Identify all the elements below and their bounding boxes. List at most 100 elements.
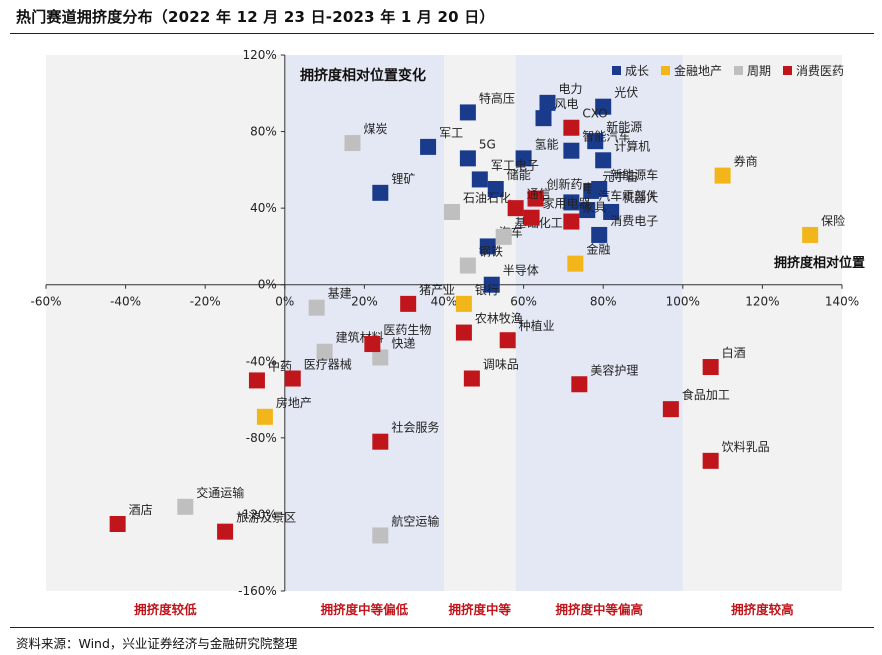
point-label: 电力 bbox=[558, 82, 582, 96]
point-label: 饮料乳品 bbox=[722, 440, 770, 454]
legend-swatch bbox=[612, 66, 621, 75]
point-label: 保险 bbox=[821, 213, 845, 228]
point-marker bbox=[539, 94, 556, 111]
point-marker bbox=[591, 181, 608, 197]
y-tick-label: -160% bbox=[238, 584, 277, 598]
point-label: 银行 bbox=[475, 283, 499, 297]
point-label: 元宇宙 bbox=[602, 169, 638, 184]
y-tick-label: 80% bbox=[250, 125, 277, 139]
point-label: 计算机 bbox=[614, 138, 650, 153]
point-marker bbox=[563, 194, 580, 211]
point-label: 中药 bbox=[268, 358, 292, 373]
point-marker bbox=[344, 135, 361, 152]
zone-band bbox=[444, 55, 516, 591]
point-marker bbox=[702, 359, 719, 376]
point-label: 猪产业 bbox=[419, 283, 455, 297]
x-tick-label: 40% bbox=[431, 295, 458, 309]
point-label: 创新药 bbox=[547, 177, 583, 192]
point-label: 房地产 bbox=[276, 395, 312, 410]
legend-swatch bbox=[734, 66, 743, 75]
point-marker bbox=[459, 104, 476, 121]
zone-label: 拥挤度较高 bbox=[731, 602, 794, 617]
point-marker bbox=[372, 527, 389, 544]
point-marker bbox=[563, 142, 580, 159]
legend-swatch bbox=[783, 66, 792, 75]
point-label: 消费电子 bbox=[610, 214, 658, 228]
source-rule bbox=[10, 627, 874, 628]
y-tick-label: -120% bbox=[238, 507, 277, 521]
point-marker bbox=[177, 498, 194, 515]
point-marker bbox=[527, 190, 544, 207]
y-tick-label: 40% bbox=[250, 201, 277, 215]
point-label: 基建 bbox=[328, 287, 352, 301]
point-label: 汽车零部件 bbox=[598, 188, 658, 203]
point-marker bbox=[499, 332, 516, 349]
point-marker bbox=[523, 209, 540, 226]
point-label: 氢能 bbox=[535, 136, 559, 151]
source-note: 资料来源：Wind，兴业证券经济与金融研究院整理 bbox=[16, 636, 298, 651]
point-marker bbox=[372, 349, 389, 366]
point-label: 新能源车 bbox=[610, 167, 658, 182]
zone-band bbox=[682, 55, 842, 591]
y-tick-label: -40% bbox=[246, 354, 277, 368]
point-label: 家具 bbox=[582, 200, 606, 215]
point-marker bbox=[459, 150, 476, 167]
page-title: 热门赛道拥挤度分布（2022 年 12 月 23 日-2023 年 1 月 20… bbox=[16, 8, 495, 26]
point-label: 医疗器械 bbox=[304, 357, 352, 372]
point-label: 新能源 bbox=[606, 119, 642, 134]
point-marker bbox=[662, 401, 679, 418]
point-marker bbox=[487, 181, 504, 197]
point-marker bbox=[495, 228, 512, 245]
point-label: 通信 bbox=[527, 187, 551, 201]
point-label: 石油石化 bbox=[463, 191, 511, 205]
point-label: 酒店 bbox=[129, 503, 153, 517]
point-marker bbox=[535, 110, 552, 127]
chart-title: 拥挤度相对位置变化 bbox=[300, 67, 426, 84]
point-marker bbox=[563, 119, 580, 136]
zone-label: 拥挤度较低 bbox=[134, 602, 197, 617]
point-marker bbox=[587, 133, 604, 150]
point-marker bbox=[714, 167, 731, 184]
crowding-scatter-chart: 拥挤度较低 拥挤度中等偏低 拥挤度中等 拥挤度中等偏高 拥挤度较高 -60% -40% -2… bbox=[30, 48, 865, 617]
point-marker bbox=[579, 202, 596, 219]
x-tick-label: 120% bbox=[745, 295, 779, 309]
point-label: 煤炭 bbox=[363, 122, 387, 136]
title-rule bbox=[10, 33, 874, 34]
axes: -60% -40% -20% 0% 20% 40% 60% 80% 100% 120% 140% -1… bbox=[30, 48, 859, 598]
legend-entry: 周期 bbox=[747, 64, 771, 78]
x-tick-label: 20% bbox=[351, 295, 378, 309]
point-marker bbox=[400, 295, 417, 312]
point-label: 食品加工 bbox=[682, 387, 730, 402]
zone-band bbox=[284, 55, 444, 591]
x-axis-label: 拥挤度相对位置 bbox=[774, 255, 865, 271]
legend-swatch bbox=[661, 66, 670, 75]
zone-label: 拥挤度中等 bbox=[449, 602, 512, 617]
x-tick-label: -60% bbox=[30, 295, 61, 309]
legend-entry: 成长 bbox=[625, 64, 649, 78]
point-label: 家用电器 bbox=[543, 196, 591, 211]
legend-entry: 金融地产 bbox=[674, 63, 722, 78]
point-marker bbox=[420, 138, 437, 155]
point-label: 白酒 bbox=[722, 345, 746, 360]
point-marker bbox=[702, 452, 719, 469]
point-label: 医药生物 bbox=[383, 323, 431, 337]
point-marker bbox=[567, 255, 584, 272]
y-tick-label: -80% bbox=[246, 431, 277, 445]
x-tick-label: 80% bbox=[590, 295, 617, 309]
point-label: 5G bbox=[479, 137, 496, 151]
point-label: 农林牧渔 bbox=[475, 312, 523, 326]
point-marker bbox=[217, 523, 234, 540]
point-marker bbox=[443, 203, 460, 220]
point-label: 半导体 bbox=[503, 264, 539, 278]
point-label: 社会服务 bbox=[391, 420, 439, 435]
point-marker bbox=[256, 408, 273, 425]
point-marker bbox=[515, 150, 532, 167]
legend-entry: 消费医药 bbox=[796, 64, 844, 78]
point-label: 调味品 bbox=[483, 358, 519, 372]
point-label: 交通运输 bbox=[196, 485, 244, 500]
zone-label: 拥挤度中等偏低 bbox=[321, 602, 409, 617]
point-marker bbox=[284, 370, 301, 387]
point-label: 锂矿 bbox=[391, 171, 415, 186]
point-marker bbox=[364, 336, 381, 353]
point-marker bbox=[802, 226, 819, 243]
